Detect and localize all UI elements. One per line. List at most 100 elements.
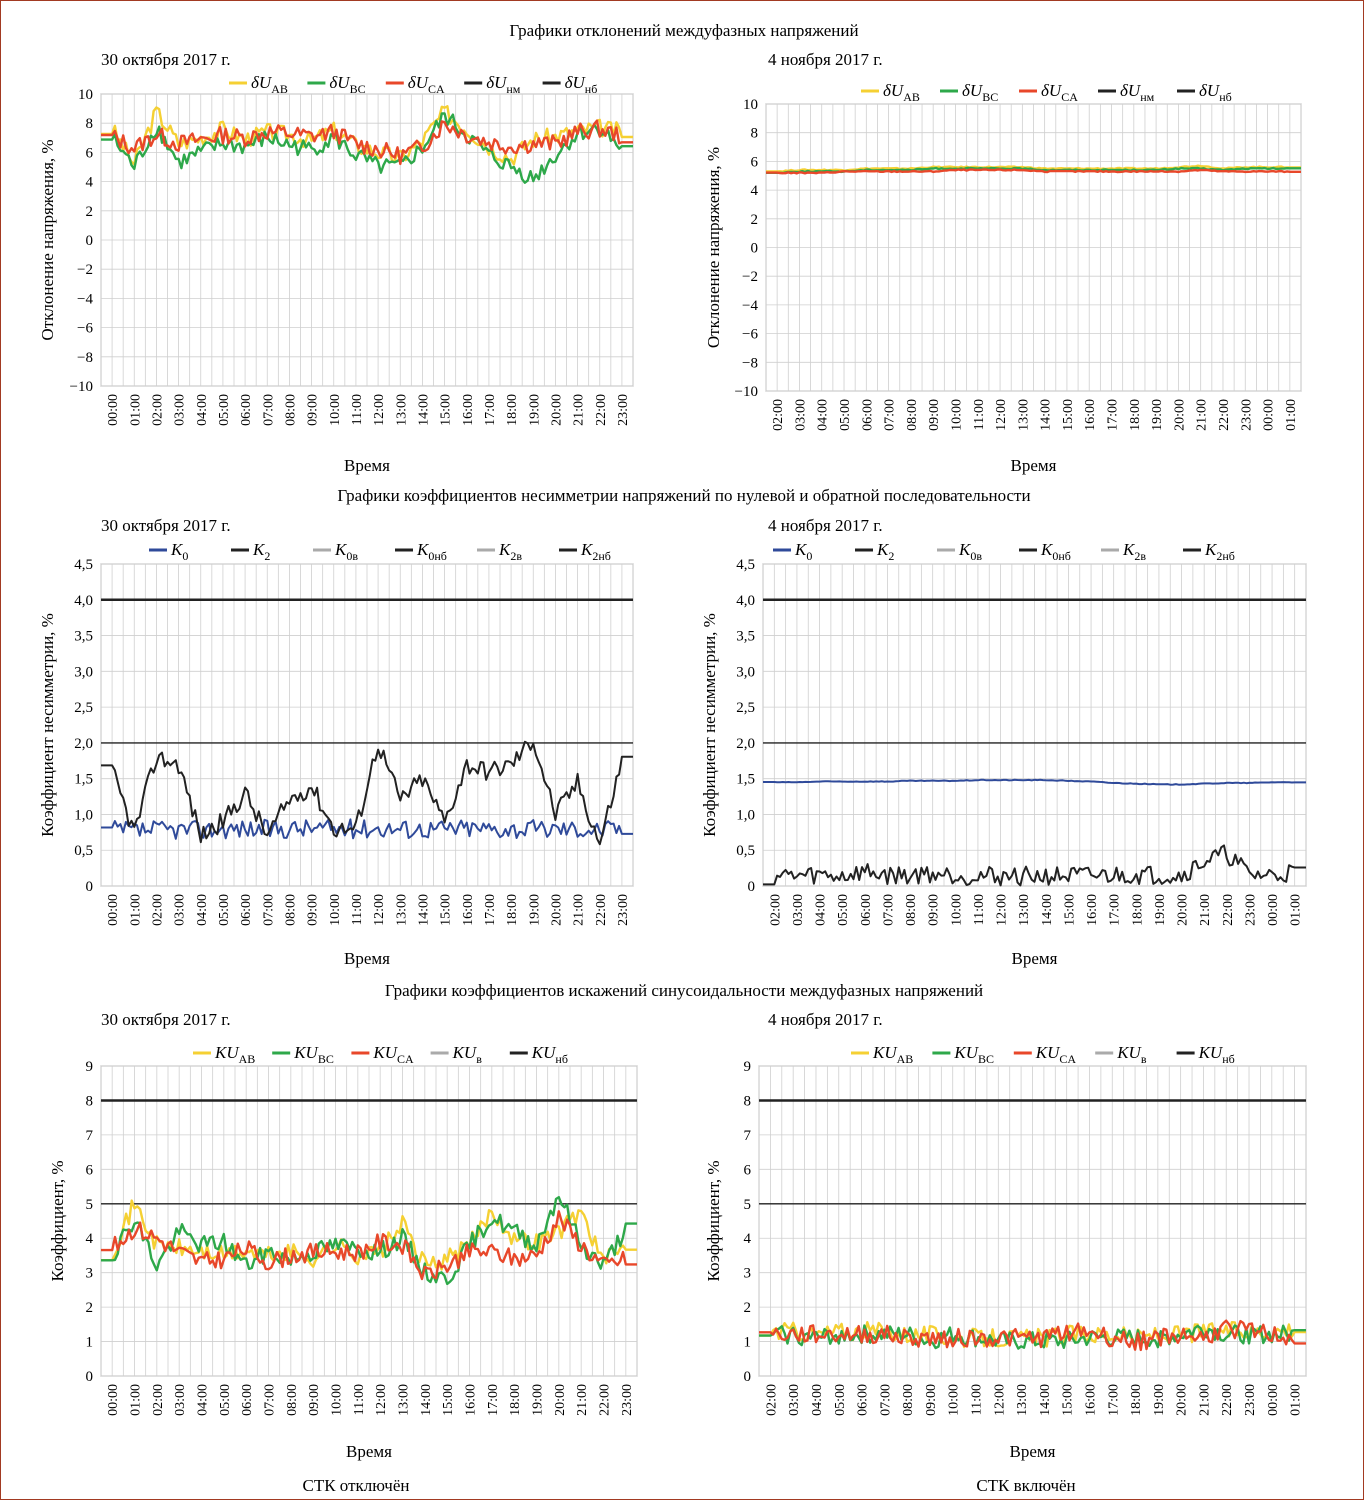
x-tick-label: 08:00 (285, 1384, 300, 1416)
legend-label: KUCA (1035, 1043, 1077, 1066)
y-tick-label: −4 (77, 291, 93, 307)
x-tick-label: 11:00 (350, 894, 365, 925)
x-tick-label: 03:00 (793, 399, 808, 431)
legend-subscript: CA (428, 82, 445, 96)
legend-label: KUBC (293, 1043, 334, 1066)
legend-symbol: K (170, 540, 184, 559)
legend-item-KU_нб: KUнб (1176, 1043, 1235, 1066)
x-tick-label: 16:00 (1083, 1384, 1098, 1416)
y-tick-label: 0 (86, 1369, 94, 1385)
x-tick-label: 17:00 (483, 894, 498, 926)
x-tick-label: 15:00 (441, 1384, 456, 1416)
legend-label: K2нб (1204, 540, 1235, 563)
legend-symbol: K (252, 540, 266, 559)
legend-subscript: 0 (182, 549, 188, 563)
x-tick-label: 05:00 (217, 394, 232, 426)
x-tick-label: 14:00 (416, 394, 431, 426)
y-tick-label: 4 (751, 183, 759, 199)
legend-symbol: δU (1199, 81, 1221, 100)
legend-subscript: в (476, 1052, 482, 1066)
legend-label: δUAB (251, 73, 288, 96)
legend-label: KUв (452, 1043, 483, 1066)
x-tick-label: 12:00 (995, 894, 1010, 926)
x-axis-title: Время (1010, 1442, 1056, 1461)
x-tick-label: 05:00 (836, 894, 851, 926)
legend-symbol: K (1040, 540, 1054, 559)
legend-item-δU_BC: δUBC (940, 81, 998, 104)
legend-item-K_2: K2 (231, 540, 270, 563)
legend-label: δUBC (962, 81, 998, 104)
y-tick-label: 4,0 (736, 593, 755, 609)
y-axis-title: Коэффициент несимметрии, % (38, 613, 57, 837)
legend-subscript: 2нб (592, 549, 611, 563)
legend-item-δU_CA: δUCA (385, 73, 445, 96)
legend-label: δUCA (1041, 81, 1078, 104)
legend-subscript: 2в (1134, 549, 1146, 563)
x-tick-label: 13:00 (394, 394, 409, 426)
x-tick-label: 00:00 (1266, 894, 1281, 926)
y-axis-title: Отклонение напряжения, % (38, 139, 57, 340)
x-tick-label: 14:00 (419, 1384, 434, 1416)
x-tick-label: 23:00 (620, 1384, 635, 1416)
x-tick-label: 02:00 (768, 894, 783, 926)
x-tick-label: 22:00 (594, 394, 609, 426)
series-line-δU_BC (101, 112, 633, 184)
legend-label: K0нб (1040, 540, 1071, 563)
y-axis-title: Отклонение напряжения, % (704, 147, 723, 348)
x-tick-label: 12:00 (994, 399, 1009, 431)
y-tick-label: 0 (86, 879, 94, 895)
legend-item-K_0в: K0в (313, 540, 358, 563)
legend-subscript: 0нб (1052, 549, 1071, 563)
legend-item-K_2в: K2в (477, 540, 522, 563)
y-tick-label: 3,5 (736, 629, 755, 645)
legend-item-δU_CA: δUCA (1019, 81, 1078, 104)
legend-subscript: BC (978, 1052, 994, 1066)
legend-item-KU_BC: KUBC (272, 1043, 334, 1066)
x-tick-label: 10:00 (947, 1384, 962, 1416)
legend-label: δUнм (486, 73, 521, 96)
x-tick-label: 12:00 (372, 394, 387, 426)
legend-label: KUнб (531, 1043, 568, 1066)
y-tick-label: 8 (86, 1093, 94, 1109)
legend-symbol: K (498, 540, 512, 559)
x-tick-label: 16:00 (461, 894, 476, 926)
chart-date-label: 4 ноября 2017 г. (768, 50, 883, 69)
y-tick-label: 0 (751, 241, 759, 257)
y-tick-label: 6 (751, 154, 759, 170)
legend-symbol: KU (293, 1043, 319, 1062)
legend-symbol: KU (1198, 1043, 1224, 1062)
y-tick-label: 1 (86, 1335, 94, 1351)
y-tick-label: 8 (751, 126, 759, 142)
x-tick-label: 08:00 (901, 1384, 916, 1416)
y-axis-title: Коэффициент, % (704, 1160, 723, 1281)
y-axis-title: Коэффициент, % (48, 1160, 67, 1281)
x-tick-label: 13:00 (1017, 894, 1032, 926)
y-tick-label: 2,5 (736, 700, 755, 716)
x-tick-label: 03:00 (791, 894, 806, 926)
x-tick-label: 10:00 (330, 1384, 345, 1416)
legend-symbol: K (1122, 540, 1136, 559)
series-line-K_0 (101, 818, 633, 840)
x-tick-label: 11:00 (970, 1384, 985, 1415)
x-tick-label: 22:00 (1221, 894, 1236, 926)
series-line-KU_CA (101, 1210, 637, 1281)
x-tick-label: 18:00 (1128, 399, 1143, 431)
y-tick-label: 3 (86, 1266, 94, 1282)
x-tick-label: 10:00 (328, 894, 343, 926)
legend-symbol: KU (452, 1043, 478, 1062)
legend-label: K0 (794, 540, 812, 563)
legend-symbol: KU (1116, 1043, 1142, 1062)
y-tick-label: 0 (744, 1369, 752, 1385)
chart-date-label: 30 октября 2017 г. (101, 50, 231, 69)
legend-subscript: 2 (264, 549, 270, 563)
y-tick-label: −2 (77, 262, 93, 278)
legend-symbol: δU (408, 73, 430, 92)
x-tick-label: 16:00 (1085, 894, 1100, 926)
legend-subscript: 2нб (1216, 549, 1235, 563)
y-tick-label: 2,0 (736, 736, 755, 752)
legend-item-KU_CA: KUCA (351, 1043, 414, 1066)
legend-label: K2 (252, 540, 270, 563)
x-tick-label: 23:00 (1243, 894, 1258, 926)
